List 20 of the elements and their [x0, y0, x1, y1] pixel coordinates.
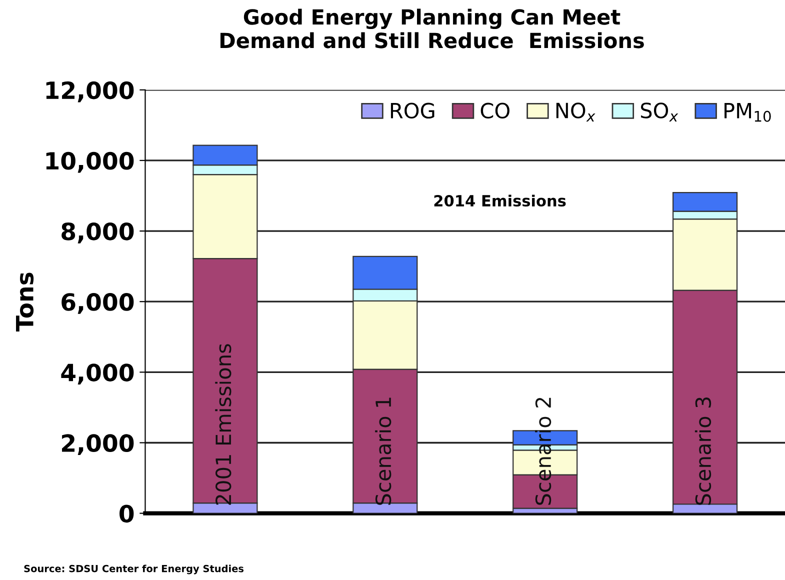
x-tick-label: Scenario 2 [535, 398, 552, 505]
annotation: 2014 Emissions [434, 194, 566, 207]
chart-title: Good Energy Planning Can Meet Demand and Still Reduce Emissions [220, 8, 644, 48]
x-tick-label: Scenario 1 [375, 398, 392, 505]
legend-label: NO$_{x}$ [556, 102, 596, 122]
y-axis-title: Tons [16, 272, 34, 332]
y-tick-label: 12,000 [46, 81, 134, 102]
legend-label: CO [480, 102, 510, 119]
y-tick-label: 4,000 [61, 364, 134, 384]
y-tick-label: 10,000 [46, 152, 134, 173]
legend-label: PM$_{10}$ [724, 103, 771, 122]
y-tick-label: 6,000 [62, 293, 134, 314]
source-note: Source: SDSU Center for Energy Studies [24, 564, 244, 574]
y-tick-label: 8,000 [62, 222, 134, 244]
x-tick-label: Scenario 3 [694, 397, 712, 505]
legend-label: ROG [390, 102, 434, 119]
y-tick-label: 0 [120, 504, 134, 523]
y-tick-label: 2,000 [62, 434, 134, 456]
x-tick-label: 2001 Emissions [215, 344, 232, 505]
legend-label: SO$_{x}$ [640, 102, 678, 122]
